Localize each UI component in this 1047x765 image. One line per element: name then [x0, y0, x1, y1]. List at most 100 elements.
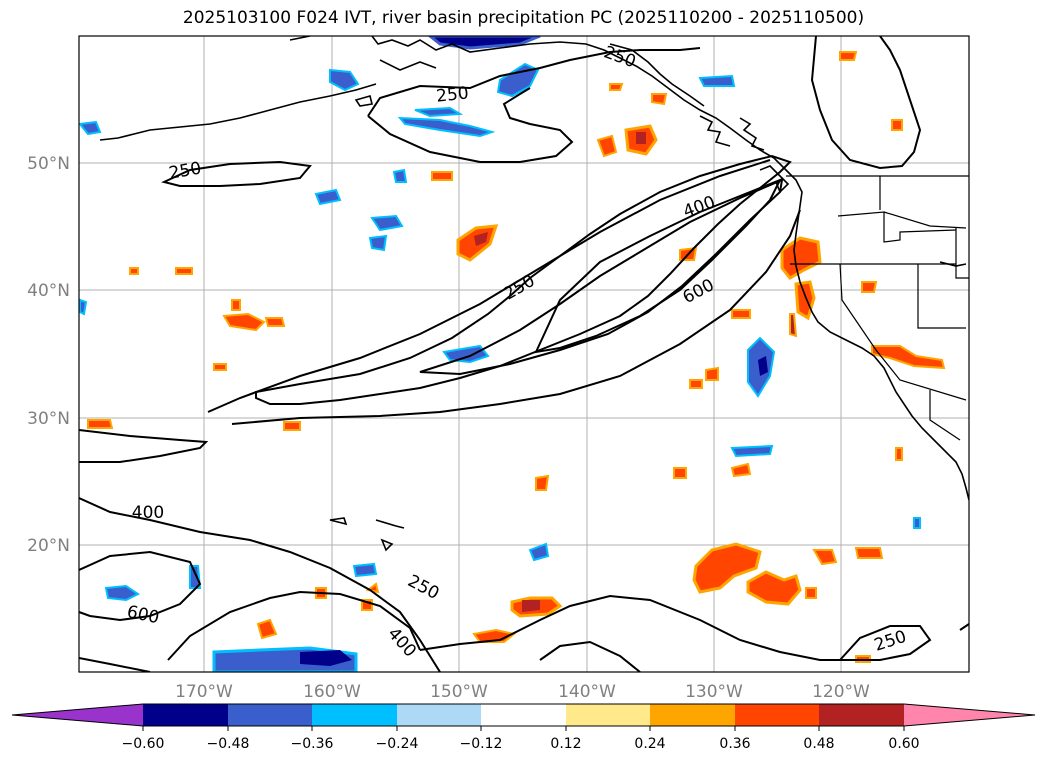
ivt-contour-south — [539, 640, 641, 672]
precip-patch — [283, 421, 301, 431]
precip-patch — [368, 234, 388, 252]
precip-patch — [474, 232, 488, 246]
gridlines — [79, 36, 969, 672]
lat-label: 40°N — [27, 281, 70, 301]
ivt-contour-250-west — [161, 160, 312, 187]
lon-label: 170°W — [175, 682, 233, 702]
contour-label: 250 — [435, 83, 469, 106]
colorbar-tick-label: −0.36 — [291, 736, 334, 752]
colorbar-segment — [397, 704, 481, 726]
ivt-contour-south — [79, 497, 441, 672]
contour-label: 400 — [383, 624, 420, 662]
precip-patch — [731, 309, 751, 319]
precip-patch — [535, 474, 550, 491]
colorbar-tick-label: 0.48 — [803, 736, 834, 752]
precip-patch — [673, 467, 687, 479]
colorbar-tick-label: 0.60 — [888, 736, 919, 752]
colorbar-segment — [143, 704, 228, 726]
colorbar-segment — [481, 704, 566, 726]
precip-patch — [392, 168, 408, 183]
precip-patch — [414, 106, 464, 118]
colorbar-tick-label: 0.24 — [634, 736, 665, 752]
precip-patch — [496, 62, 540, 98]
colorbar-tick-label: −0.12 — [460, 736, 503, 752]
precip-patch — [79, 120, 102, 136]
precip-patch — [891, 119, 903, 131]
contour-label: 600 — [125, 602, 161, 628]
colorbar-segment — [819, 704, 904, 726]
precip-patch — [794, 280, 816, 321]
precip-patch — [913, 517, 921, 529]
precip-patch — [698, 74, 736, 87]
ivt-contour-south — [419, 594, 840, 661]
positive-precip-patches — [87, 51, 946, 663]
precip-patch — [442, 344, 490, 364]
precip-patch — [427, 36, 541, 50]
contour-label: 400 — [681, 192, 718, 222]
precip-patch — [314, 188, 342, 206]
precip-patch — [730, 444, 774, 458]
contour-label: 250 — [601, 42, 638, 72]
precip-patch — [780, 236, 822, 280]
ivt-contour-south — [837, 625, 932, 661]
precip-patch — [596, 134, 618, 158]
contour-label: 400 — [132, 503, 164, 523]
precip-patch — [222, 312, 266, 332]
ivt-contour-south — [79, 550, 202, 622]
contour-label: 250 — [167, 158, 202, 183]
lat-label: 30°N — [27, 409, 70, 429]
colorbar-tick-label: 0.36 — [719, 736, 750, 752]
lon-label: 140°W — [558, 682, 616, 702]
precip-patch — [352, 562, 378, 578]
precip-patch — [705, 366, 719, 381]
ivt-contour-600 — [534, 178, 783, 354]
lat-label: 20°N — [27, 536, 70, 556]
lon-label: 160°W — [303, 682, 361, 702]
precip-patch — [839, 51, 858, 61]
lon-label: 120°W — [812, 682, 870, 702]
ivt-contour-south — [167, 590, 421, 661]
ivt-contour-south — [959, 623, 969, 631]
precip-patch — [256, 618, 278, 640]
contour-labels: 250 250 250 400 250 600 400 600 250 400 … — [125, 42, 909, 661]
lat-label: 50°N — [27, 154, 70, 174]
colorbar-tick-label: −0.24 — [376, 736, 419, 752]
lon-label: 130°W — [685, 682, 743, 702]
precip-patch — [609, 83, 624, 91]
colorbar-segment — [312, 704, 397, 726]
colorbar: −0.60 −0.48 −0.36 −0.24 −0.12 0.12 0.24 … — [11, 703, 1036, 752]
precip-patch — [746, 570, 802, 606]
ivt-contour-250-north — [367, 87, 574, 163]
colorbar-tick-label: −0.48 — [207, 736, 250, 752]
precip-patch — [528, 542, 550, 562]
contour-label: 250 — [404, 571, 442, 604]
ivt-contour-250 — [207, 159, 771, 413]
precip-patch — [789, 313, 798, 338]
contour-label: 600 — [680, 275, 718, 308]
precip-patch — [370, 214, 404, 232]
precip-patch — [636, 132, 646, 144]
precip-patch — [431, 171, 453, 181]
precip-patch — [651, 93, 668, 106]
precip-patch — [730, 462, 752, 478]
borders — [786, 175, 969, 441]
precip-patch — [104, 584, 140, 602]
precip-patch — [79, 298, 88, 316]
precip-patch — [213, 363, 227, 371]
colorbar-segment — [735, 704, 819, 726]
precip-patch — [231, 299, 241, 311]
ivt-contour-south — [79, 429, 209, 463]
precip-patch — [692, 542, 762, 594]
ivt-contours — [79, 36, 969, 672]
precip-patch — [300, 650, 352, 666]
precip-patch — [895, 447, 903, 461]
lon-label: 150°W — [430, 682, 488, 702]
ivt-contour-250 — [231, 209, 801, 425]
precip-patch — [758, 356, 768, 376]
ivt-contour-250-north — [367, 47, 701, 117]
figure-title: 2025103100 F024 IVT, river basin precipi… — [182, 8, 865, 28]
precip-patch — [329, 68, 360, 92]
colorbar-extend-max — [904, 704, 1035, 726]
colorbar-tick-label: 0.12 — [550, 736, 581, 752]
